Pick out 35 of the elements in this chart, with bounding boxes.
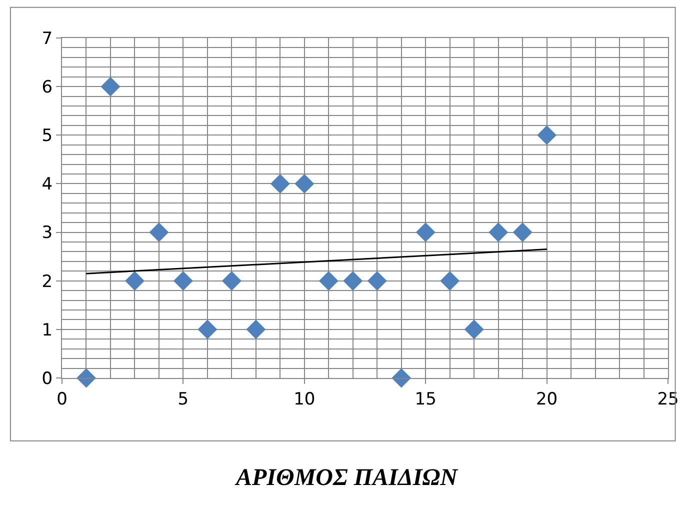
x-axis-title: ΑΡΙΘΜΟΣ ΠΑΙΔΙΩΝ <box>234 465 460 491</box>
point <box>318 271 338 291</box>
point <box>294 174 314 194</box>
y-tick-label: 2 <box>42 272 53 292</box>
y-tick-label: 6 <box>42 78 53 98</box>
point <box>100 76 120 96</box>
point <box>198 320 218 340</box>
point <box>343 271 363 291</box>
point <box>416 222 436 242</box>
point <box>124 271 144 291</box>
point <box>222 271 242 291</box>
x-tick-label: 0 <box>56 389 68 410</box>
y-tick-label: 0 <box>42 368 53 389</box>
x-tick-label: 15 <box>414 389 436 410</box>
point <box>488 222 508 242</box>
y-tick-label: 3 <box>42 223 53 244</box>
x-tick-label: 10 <box>294 389 316 410</box>
point <box>367 271 387 291</box>
y-tick-label: 7 <box>42 28 53 49</box>
x-tick-label: 20 <box>536 389 558 410</box>
y-tick-label: 5 <box>42 126 53 146</box>
point <box>270 174 290 194</box>
point <box>149 222 169 242</box>
y-tick-label: 4 <box>42 174 53 195</box>
point <box>440 271 460 291</box>
x-tick-label: 5 <box>178 389 189 410</box>
point <box>392 368 412 388</box>
point <box>464 320 484 340</box>
point <box>512 222 532 242</box>
point <box>76 368 96 388</box>
point <box>537 125 557 145</box>
y-tick-label: 1 <box>42 320 53 340</box>
point <box>246 320 266 340</box>
point <box>173 271 193 291</box>
x-tick-label: 25 <box>657 389 679 410</box>
